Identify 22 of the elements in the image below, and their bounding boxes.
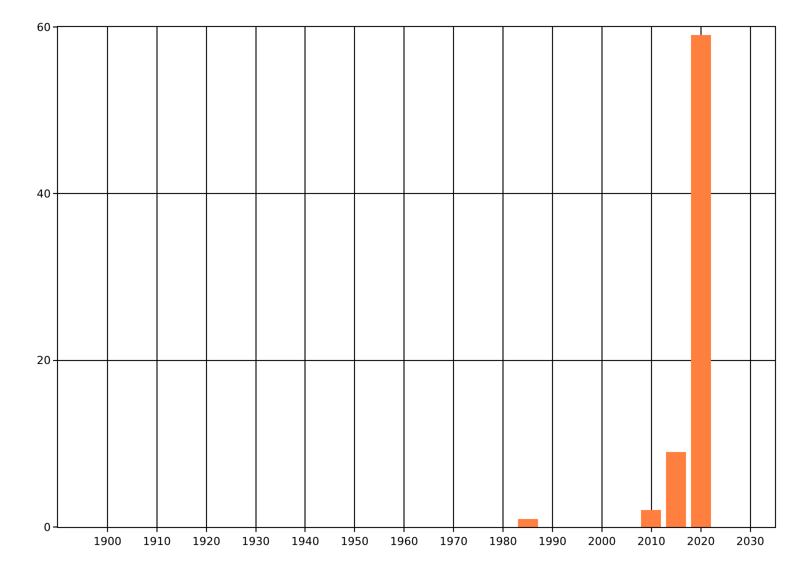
x-tick-label: 2020 [686,535,715,548]
x-tick-label: 1940 [291,535,320,548]
bar [666,452,686,527]
bar [518,519,538,527]
x-tick-label: 2010 [637,535,666,548]
x-tick-label: 1900 [93,535,122,548]
x-tick-label: 2000 [588,535,616,548]
x-tick-label: 1910 [142,535,171,548]
y-tick-label: 40 [36,188,51,201]
y-tick-label: 0 [44,520,51,534]
x-tick-label: 2030 [736,535,764,548]
x-tick-label: 1980 [489,535,518,548]
bar [691,35,711,527]
x-tick-label: 1950 [340,535,369,548]
x-tick-label: 1920 [192,535,220,548]
bar [641,510,661,527]
y-tick-label: 60 [36,20,51,34]
y-tick-label: 20 [36,354,51,368]
x-tick-label: 1990 [538,535,566,548]
x-tick-label: 1960 [390,535,418,548]
x-tick-label: 1970 [440,535,468,548]
x-tick-label: 1930 [242,535,270,548]
